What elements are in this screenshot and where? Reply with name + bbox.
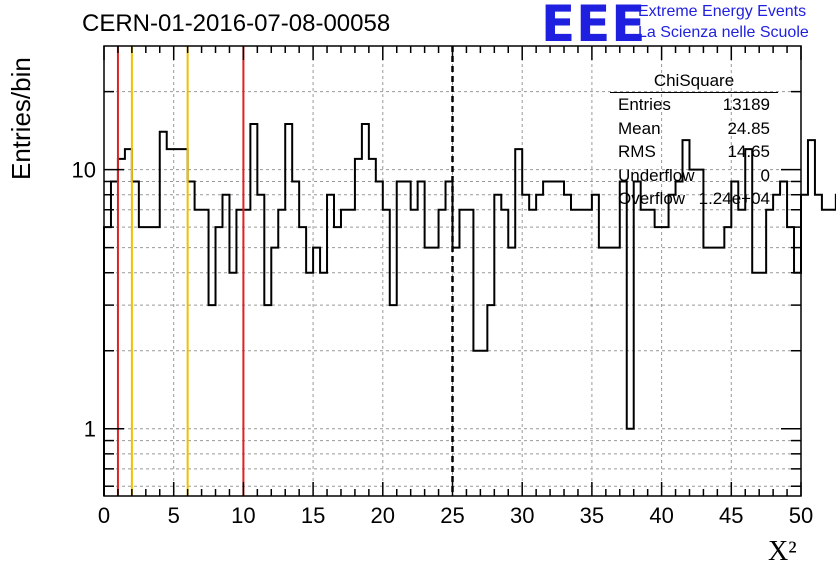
x-tick-label: 15 (301, 503, 325, 528)
stats-row-overflow: Overflow 1.24e+04 (610, 187, 778, 211)
stats-box: ChiSquare Entries 13189 Mean 24.85 RMS 1… (610, 70, 778, 211)
stats-key: RMS (618, 142, 656, 161)
x-tick-label: 35 (580, 503, 604, 528)
x-tick-label: 0 (98, 503, 110, 528)
y-tick-label: 1 (84, 417, 96, 442)
logo-line-2: La Scienza nelle Scuole (638, 24, 809, 41)
stats-value: 24.85 (727, 118, 770, 138)
x-axis-label: X² (768, 536, 797, 567)
stats-title: ChiSquare (610, 70, 778, 93)
stats-key: Entries (618, 95, 671, 114)
logo-line-1: Extreme Energy Events (638, 3, 807, 20)
chart-title: CERN-01-2016-07-08-00058 (82, 10, 391, 37)
stats-value: 1.24e+04 (698, 189, 770, 208)
x-tick-label: 5 (168, 503, 180, 528)
x-tick-label: 30 (510, 503, 534, 528)
stats-row-underflow: Underflow 0 (610, 164, 778, 188)
stats-value: 13189 (722, 95, 770, 114)
stats-key: Mean (618, 118, 661, 138)
stats-key: Overflow (618, 189, 686, 208)
stats-row-entries: Entries 13189 (610, 93, 778, 117)
x-tick-label: 20 (371, 503, 395, 528)
stats-value: 14.65 (727, 142, 770, 161)
stats-key: Underflow (618, 165, 695, 185)
x-tick-label: 40 (649, 503, 673, 528)
histogram-outline (103, 122, 836, 496)
x-tick-label: 50 (789, 503, 813, 528)
x-tick-label: 25 (440, 503, 464, 528)
x-tick-label: 45 (719, 503, 743, 528)
y-axis-label: Entries/bin (6, 57, 36, 180)
stats-row-mean: Mean 24.85 (610, 117, 778, 141)
stats-row-rms: RMS 14.65 (610, 140, 778, 164)
x-tick-label: 10 (231, 503, 255, 528)
eee-logo: EEE (541, 0, 647, 53)
stats-value: 0 (760, 165, 770, 185)
y-tick-label: 10 (72, 158, 96, 183)
